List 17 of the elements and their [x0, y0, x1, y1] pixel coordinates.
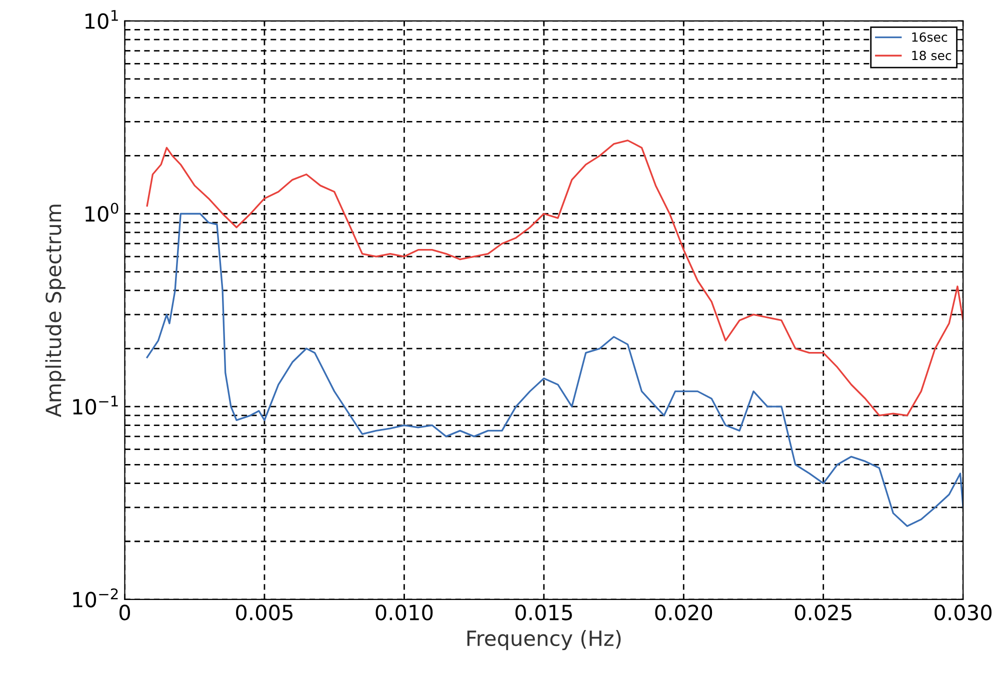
x-tick-label: 0.015 [515, 604, 572, 620]
x-tick-label: 0.005 [236, 604, 292, 620]
x-tick-label: 0.010 [376, 604, 433, 620]
legend-label: 16sec [912, 32, 948, 42]
x-tick-label: 0.025 [794, 604, 852, 620]
y-tick-label: 10$^{−2}$ [73, 588, 118, 608]
y-tick-label: 10$^{0}$ [86, 202, 118, 222]
x-tick-label: 0 [119, 604, 130, 620]
line-series [146, 212, 964, 527]
x-tick-label: 0.020 [655, 604, 712, 620]
line-series [146, 140, 964, 416]
legend-label: 18 sec [912, 50, 952, 60]
y-axis-title: Amplitude Spectrum [45, 204, 66, 418]
x-tick-label: 0.030 [934, 604, 992, 620]
x-axis-title: Frequency (Hz) [467, 630, 621, 650]
y-tick-label: 10$^{−1}$ [73, 396, 118, 415]
y-tick-label: 10$^{1}$ [86, 10, 118, 29]
